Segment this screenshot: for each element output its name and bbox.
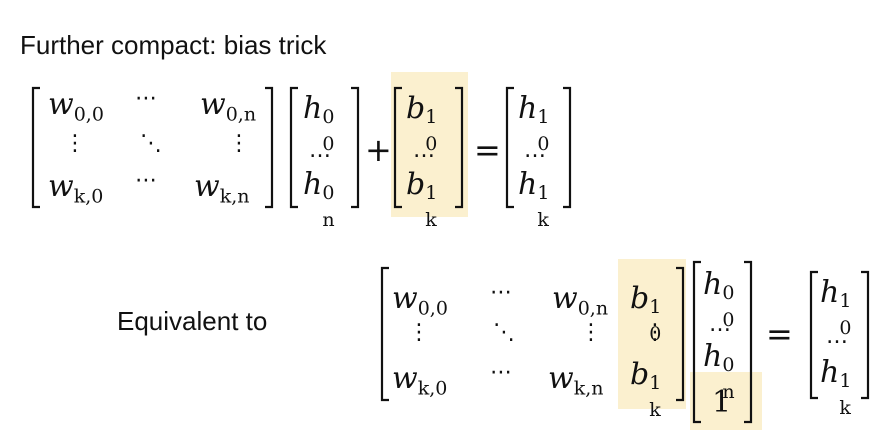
aug-hdots-top: ⋯ xyxy=(490,280,512,305)
plus-sign: + xyxy=(365,131,392,169)
hdots-bottom: ⋯ xyxy=(135,168,157,193)
aug-vdots-right: ⋮ xyxy=(644,320,666,345)
ddots: ⋱ xyxy=(140,131,162,156)
aug-vdots-left: ⋮ xyxy=(408,320,430,345)
aug-ddots: ⋱ xyxy=(493,320,515,345)
equals-sign-1: = xyxy=(474,131,501,169)
aug-cdots-h1: … xyxy=(826,324,848,349)
cdots-h0: … xyxy=(309,138,331,163)
aug-wkn: wk,n xyxy=(548,361,604,400)
bias-vector-highlight xyxy=(391,72,468,217)
equivalent-label: Equivalent to xyxy=(117,306,268,336)
cdots-h1: … xyxy=(524,138,546,163)
wkn: wk,n xyxy=(194,169,250,208)
cdots-b: … xyxy=(413,138,435,163)
w0n: w0,n xyxy=(200,87,257,126)
one-entry: 1 xyxy=(712,385,732,420)
aug-w00: w0,0 xyxy=(392,281,448,320)
hdots-top: ⋯ xyxy=(135,86,157,111)
aug-w0n: w0,n xyxy=(552,281,609,320)
wk0: wk,0 xyxy=(48,169,104,208)
aug-vdots-mid: ⋮ xyxy=(580,320,602,345)
w00: w0,0 xyxy=(48,87,104,126)
vdots-left: ⋮ xyxy=(64,131,86,156)
bias-column-highlight xyxy=(618,259,686,409)
aug-cdots-h0: … xyxy=(709,312,731,337)
equals-sign-2: = xyxy=(766,315,793,353)
slide-title: Further compact: bias trick xyxy=(20,30,327,60)
aug-hdots-bottom: ⋯ xyxy=(490,360,512,385)
vdots-right: ⋮ xyxy=(228,131,250,156)
aug-wk0: wk,0 xyxy=(392,361,448,400)
